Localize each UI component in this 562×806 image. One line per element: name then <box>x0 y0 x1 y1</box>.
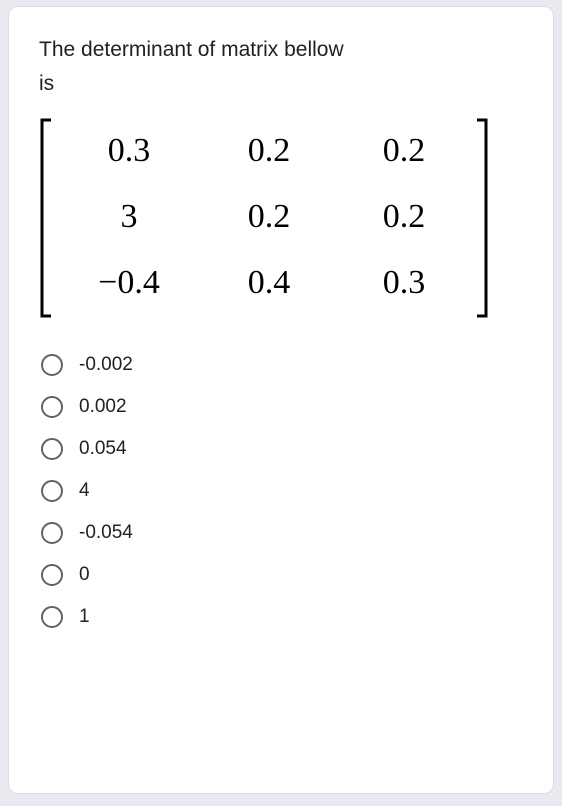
option-5[interactable]: 0 <box>39 554 523 596</box>
right-bracket-icon <box>475 118 489 318</box>
radio-icon <box>41 606 63 628</box>
option-1[interactable]: 0.002 <box>39 386 523 428</box>
radio-icon <box>41 480 63 502</box>
matrix-cell-2-1: 0.4 <box>229 264 309 302</box>
question-text: The determinant of matrix bellow is <box>39 33 523 100</box>
left-bracket-icon <box>39 118 53 318</box>
question-line-1: The determinant of matrix bellow <box>39 38 344 61</box>
radio-icon <box>41 396 63 418</box>
matrix-cell-0-2: 0.2 <box>364 132 444 170</box>
option-2[interactable]: 0.054 <box>39 428 523 470</box>
radio-icon <box>41 438 63 460</box>
matrix-grid: 0.3 0.2 0.2 3 0.2 0.2 −0.4 0.4 0.3 <box>53 118 475 318</box>
matrix-cell-2-0: −0.4 <box>89 264 169 302</box>
matrix-cell-0-0: 0.3 <box>89 132 169 170</box>
matrix-cell-1-2: 0.2 <box>364 198 444 236</box>
option-label: 1 <box>79 606 90 628</box>
matrix-cell-1-1: 0.2 <box>229 198 309 236</box>
matrix-cell-0-1: 0.2 <box>229 132 309 170</box>
options-list: -0.002 0.002 0.054 4 -0.054 0 1 <box>39 344 523 638</box>
radio-icon <box>41 354 63 376</box>
question-line-2: is <box>39 72 54 95</box>
option-6[interactable]: 1 <box>39 596 523 638</box>
option-4[interactable]: -0.054 <box>39 512 523 554</box>
option-0[interactable]: -0.002 <box>39 344 523 386</box>
option-label: 0.054 <box>79 438 127 460</box>
option-3[interactable]: 4 <box>39 470 523 512</box>
option-label: 4 <box>79 480 90 502</box>
radio-icon <box>41 564 63 586</box>
question-card: The determinant of matrix bellow is 0.3 … <box>8 6 554 794</box>
option-label: -0.002 <box>79 354 133 376</box>
matrix-cell-1-0: 3 <box>89 198 169 236</box>
option-label: 0.002 <box>79 396 127 418</box>
matrix-cell-2-2: 0.3 <box>364 264 444 302</box>
radio-icon <box>41 522 63 544</box>
option-label: -0.054 <box>79 522 133 544</box>
matrix: 0.3 0.2 0.2 3 0.2 0.2 −0.4 0.4 0.3 <box>39 118 523 318</box>
option-label: 0 <box>79 564 90 586</box>
